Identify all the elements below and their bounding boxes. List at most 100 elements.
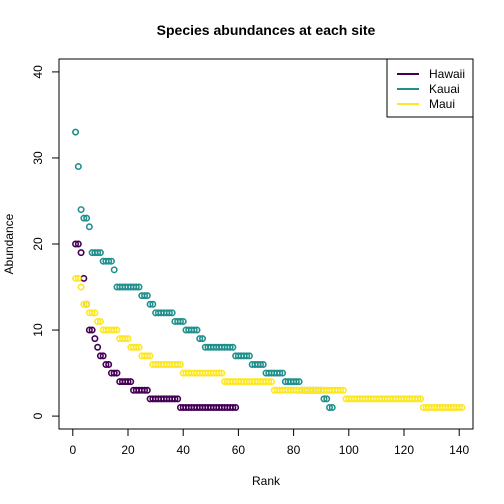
data-point bbox=[85, 326, 93, 334]
data-point bbox=[232, 403, 240, 411]
data-point bbox=[94, 343, 102, 351]
data-point bbox=[80, 274, 88, 282]
data-point bbox=[72, 274, 80, 282]
data-point bbox=[124, 378, 132, 386]
x-axis: 0 20 40 60 80 100 120 140 bbox=[69, 428, 470, 457]
data-point bbox=[245, 352, 253, 360]
data-point bbox=[193, 326, 201, 334]
data-point bbox=[229, 403, 237, 411]
data-point bbox=[96, 352, 104, 360]
x-tick-label: 60 bbox=[232, 443, 246, 457]
data-point bbox=[72, 240, 80, 248]
data-point bbox=[74, 240, 82, 248]
data-point bbox=[337, 386, 345, 394]
data-point bbox=[265, 378, 273, 386]
data-point bbox=[328, 403, 336, 411]
data-point bbox=[458, 403, 466, 411]
data-point bbox=[74, 163, 82, 171]
data-point bbox=[94, 317, 102, 325]
data-point bbox=[141, 386, 149, 394]
data-point bbox=[243, 352, 251, 360]
data-point bbox=[146, 300, 154, 308]
data-point bbox=[323, 395, 331, 403]
legend-label: Kauai bbox=[429, 82, 460, 96]
data-point bbox=[105, 360, 113, 368]
data-point bbox=[414, 395, 422, 403]
data-point bbox=[320, 395, 328, 403]
legend-label: Hawaii bbox=[429, 67, 465, 81]
series-maui bbox=[72, 274, 466, 411]
data-point bbox=[107, 257, 115, 265]
data-point bbox=[77, 206, 85, 214]
data-point bbox=[94, 249, 102, 257]
data-point bbox=[110, 369, 118, 377]
x-tick-label: 0 bbox=[69, 443, 76, 457]
data-point bbox=[325, 403, 333, 411]
x-tick-label: 20 bbox=[121, 443, 135, 457]
x-tick-label: 100 bbox=[339, 443, 359, 457]
data-point bbox=[146, 352, 154, 360]
data-point bbox=[102, 360, 110, 368]
data-point bbox=[143, 352, 151, 360]
data-point bbox=[85, 223, 93, 231]
data-point bbox=[105, 257, 113, 265]
data-point bbox=[72, 128, 80, 136]
data-point bbox=[88, 326, 96, 334]
x-tick-label: 140 bbox=[449, 443, 469, 457]
data-point bbox=[77, 249, 85, 257]
data-point bbox=[176, 317, 184, 325]
data-point bbox=[96, 317, 104, 325]
chart-title: Species abundances at each site bbox=[157, 22, 376, 38]
data-point bbox=[218, 369, 226, 377]
data-point bbox=[83, 214, 91, 222]
data-point bbox=[99, 352, 107, 360]
data-point bbox=[455, 403, 463, 411]
data-point bbox=[229, 343, 237, 351]
data-point bbox=[110, 266, 118, 274]
data-point bbox=[176, 360, 184, 368]
data-point bbox=[276, 369, 284, 377]
data-point bbox=[174, 395, 182, 403]
y-axis-label: Abundance bbox=[2, 213, 16, 274]
data-point bbox=[256, 360, 264, 368]
data-points bbox=[72, 128, 466, 411]
data-point bbox=[96, 249, 104, 257]
data-point bbox=[121, 335, 129, 343]
data-point bbox=[132, 343, 140, 351]
y-tick-label: 30 bbox=[31, 151, 45, 165]
y-tick-label: 10 bbox=[31, 323, 45, 337]
data-point bbox=[80, 300, 88, 308]
y-axis: 0 10 20 30 40 bbox=[31, 65, 60, 419]
x-tick-label: 120 bbox=[394, 443, 414, 457]
data-point bbox=[259, 360, 267, 368]
data-point bbox=[83, 300, 91, 308]
data-point bbox=[143, 386, 151, 394]
data-point bbox=[77, 283, 85, 291]
data-point bbox=[141, 292, 149, 300]
series-kauai bbox=[72, 128, 336, 411]
data-point bbox=[199, 335, 207, 343]
data-point bbox=[226, 343, 234, 351]
data-point bbox=[179, 317, 187, 325]
data-point bbox=[135, 283, 143, 291]
data-point bbox=[190, 326, 198, 334]
legend-label: Maui bbox=[429, 97, 455, 111]
data-point bbox=[91, 335, 99, 343]
series-hawaii bbox=[72, 240, 240, 411]
data-point bbox=[91, 309, 99, 317]
data-point bbox=[88, 309, 96, 317]
data-point bbox=[74, 274, 82, 282]
data-point bbox=[80, 214, 88, 222]
data-point bbox=[215, 369, 223, 377]
data-point bbox=[110, 326, 118, 334]
data-point bbox=[174, 360, 182, 368]
data-point bbox=[268, 378, 276, 386]
data-point bbox=[168, 309, 176, 317]
data-point bbox=[127, 378, 135, 386]
data-point bbox=[124, 335, 132, 343]
y-tick-label: 0 bbox=[31, 412, 45, 419]
data-point bbox=[135, 343, 143, 351]
data-point bbox=[113, 326, 121, 334]
